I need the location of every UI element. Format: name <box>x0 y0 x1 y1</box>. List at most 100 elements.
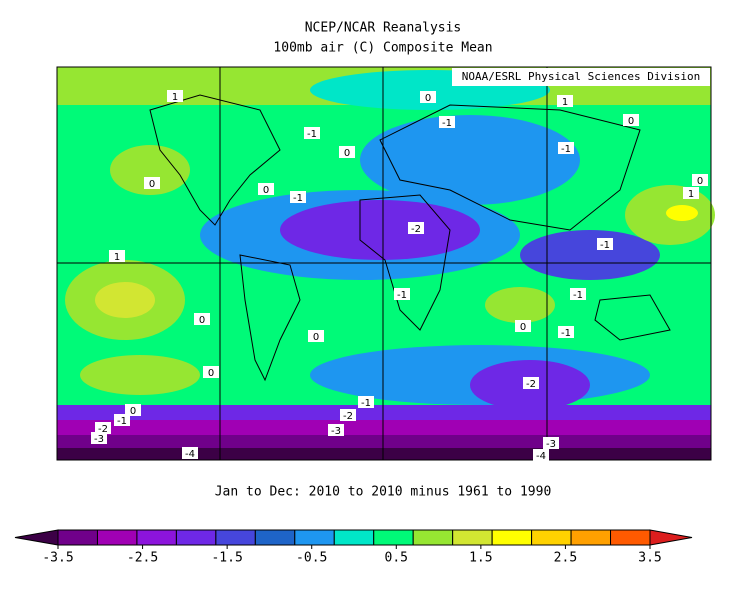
contour-label-box <box>408 222 424 234</box>
contour-label: -4 <box>536 451 546 462</box>
contour-label-box <box>194 313 210 325</box>
contour-label: -1 <box>561 328 571 339</box>
contour-label-box <box>543 437 559 449</box>
field <box>57 448 711 460</box>
contour-label: 0 <box>130 406 136 417</box>
colorbar-box <box>57 529 98 546</box>
colorbar-tick-label: -3.5 <box>42 551 73 566</box>
colorbar-box <box>96 529 138 546</box>
contour-label-box <box>340 409 356 421</box>
contour-label: 1 <box>172 92 178 103</box>
contour-label-box <box>328 424 344 436</box>
contour-label-box <box>523 377 539 389</box>
contour-label-box <box>114 414 130 426</box>
colorbar-tick-label: 1.5 <box>469 551 492 566</box>
contour-label: -1 <box>307 129 317 140</box>
contour-label-box <box>304 127 320 139</box>
credit: NOAA/ESRL Physical Sciences Division <box>462 70 700 83</box>
contour-label: -1 <box>561 144 571 155</box>
contour-label-box <box>339 146 355 158</box>
field <box>95 282 155 318</box>
contour-label: -2 <box>343 411 353 422</box>
colorbar-tick-label: 3.5 <box>638 551 661 566</box>
colorbar-tick-label: 0.5 <box>385 551 408 566</box>
contour-label-box <box>558 326 574 338</box>
title-line: 100mb air (C) Composite Mean <box>273 41 492 56</box>
contour-label: -1 <box>361 398 371 409</box>
contour-label-box <box>558 142 574 154</box>
colorbar-box <box>254 529 296 546</box>
contour-label-box <box>91 432 107 444</box>
contour-label: -3 <box>331 426 341 437</box>
contour-label: 0 <box>263 185 269 196</box>
credit-box <box>452 68 710 86</box>
field <box>110 145 190 195</box>
contour-label: 0 <box>149 179 155 190</box>
contour-label: -1 <box>600 240 610 251</box>
colorbar-box <box>215 529 256 546</box>
contour-label: -1 <box>293 193 303 204</box>
coastline <box>239 254 301 382</box>
contour-label: 0 <box>313 332 319 343</box>
colorbar-box <box>294 529 335 546</box>
colorbar-box <box>531 529 572 546</box>
contour-label-box <box>144 177 160 189</box>
contour-label: -2 <box>411 224 421 235</box>
contour-label-box <box>692 174 708 186</box>
contour-label-box <box>308 330 324 342</box>
colorbar-box <box>412 529 454 546</box>
contour-label-box <box>358 396 374 408</box>
contour-label: 0 <box>425 93 431 104</box>
contour-label-box <box>623 114 639 126</box>
contour-label: 0 <box>199 315 205 326</box>
contour-label-box <box>258 183 274 195</box>
contour-label-box <box>533 449 549 461</box>
title-line: NCEP/NCAR Reanalysis <box>305 21 462 36</box>
colorbar-box <box>175 529 217 546</box>
contour-label: -4 <box>185 449 195 460</box>
contour-label-box <box>182 447 198 459</box>
contour-label: -1 <box>397 290 407 301</box>
coastline <box>379 104 641 231</box>
contour-label: 0 <box>344 148 350 159</box>
contour-label-box <box>109 250 125 262</box>
colorbar-box <box>136 529 177 546</box>
contour-label: -1 <box>573 290 583 301</box>
contour-label-box <box>570 288 586 300</box>
contour-label: 0 <box>697 176 703 187</box>
colorbar-box <box>491 529 533 546</box>
colorbar-box <box>570 529 612 546</box>
contour-label-box <box>597 238 613 250</box>
contour-label-box <box>420 91 436 103</box>
contour-label: -2 <box>526 379 536 390</box>
contour-label: -2 <box>98 424 108 435</box>
contour-label: 1 <box>562 97 568 108</box>
field <box>57 435 711 448</box>
map: NOAA/ESRL Physical Sciences Division 1 0 1… <box>56 66 715 462</box>
contour-label-box <box>167 90 183 102</box>
map-frame <box>56 66 712 461</box>
coastline <box>594 294 671 341</box>
contour-label: 0 <box>628 116 634 127</box>
contour-label: 0 <box>208 368 214 379</box>
colorbar-box <box>373 529 414 546</box>
contour-label: -3 <box>546 439 556 450</box>
contour-label-box <box>125 404 141 416</box>
colorbar-tick-label: 2.5 <box>554 551 577 566</box>
contour-label: -1 <box>117 416 127 427</box>
colorbar-tick-label: -0.5 <box>296 551 327 566</box>
colorbar-end <box>14 529 59 546</box>
field <box>485 287 555 323</box>
field <box>57 405 711 420</box>
colorbar-box <box>333 529 375 546</box>
colorbar-tick-label: -1.5 <box>211 551 242 566</box>
field <box>280 200 480 260</box>
coastline <box>359 194 451 331</box>
contour-label-box <box>394 288 410 300</box>
contour-label: 1 <box>114 252 120 263</box>
field <box>80 355 200 395</box>
contour-label: -1 <box>442 118 452 129</box>
contour-label: -3 <box>94 434 104 445</box>
colorbar-tick-label: -2.5 <box>127 551 158 566</box>
